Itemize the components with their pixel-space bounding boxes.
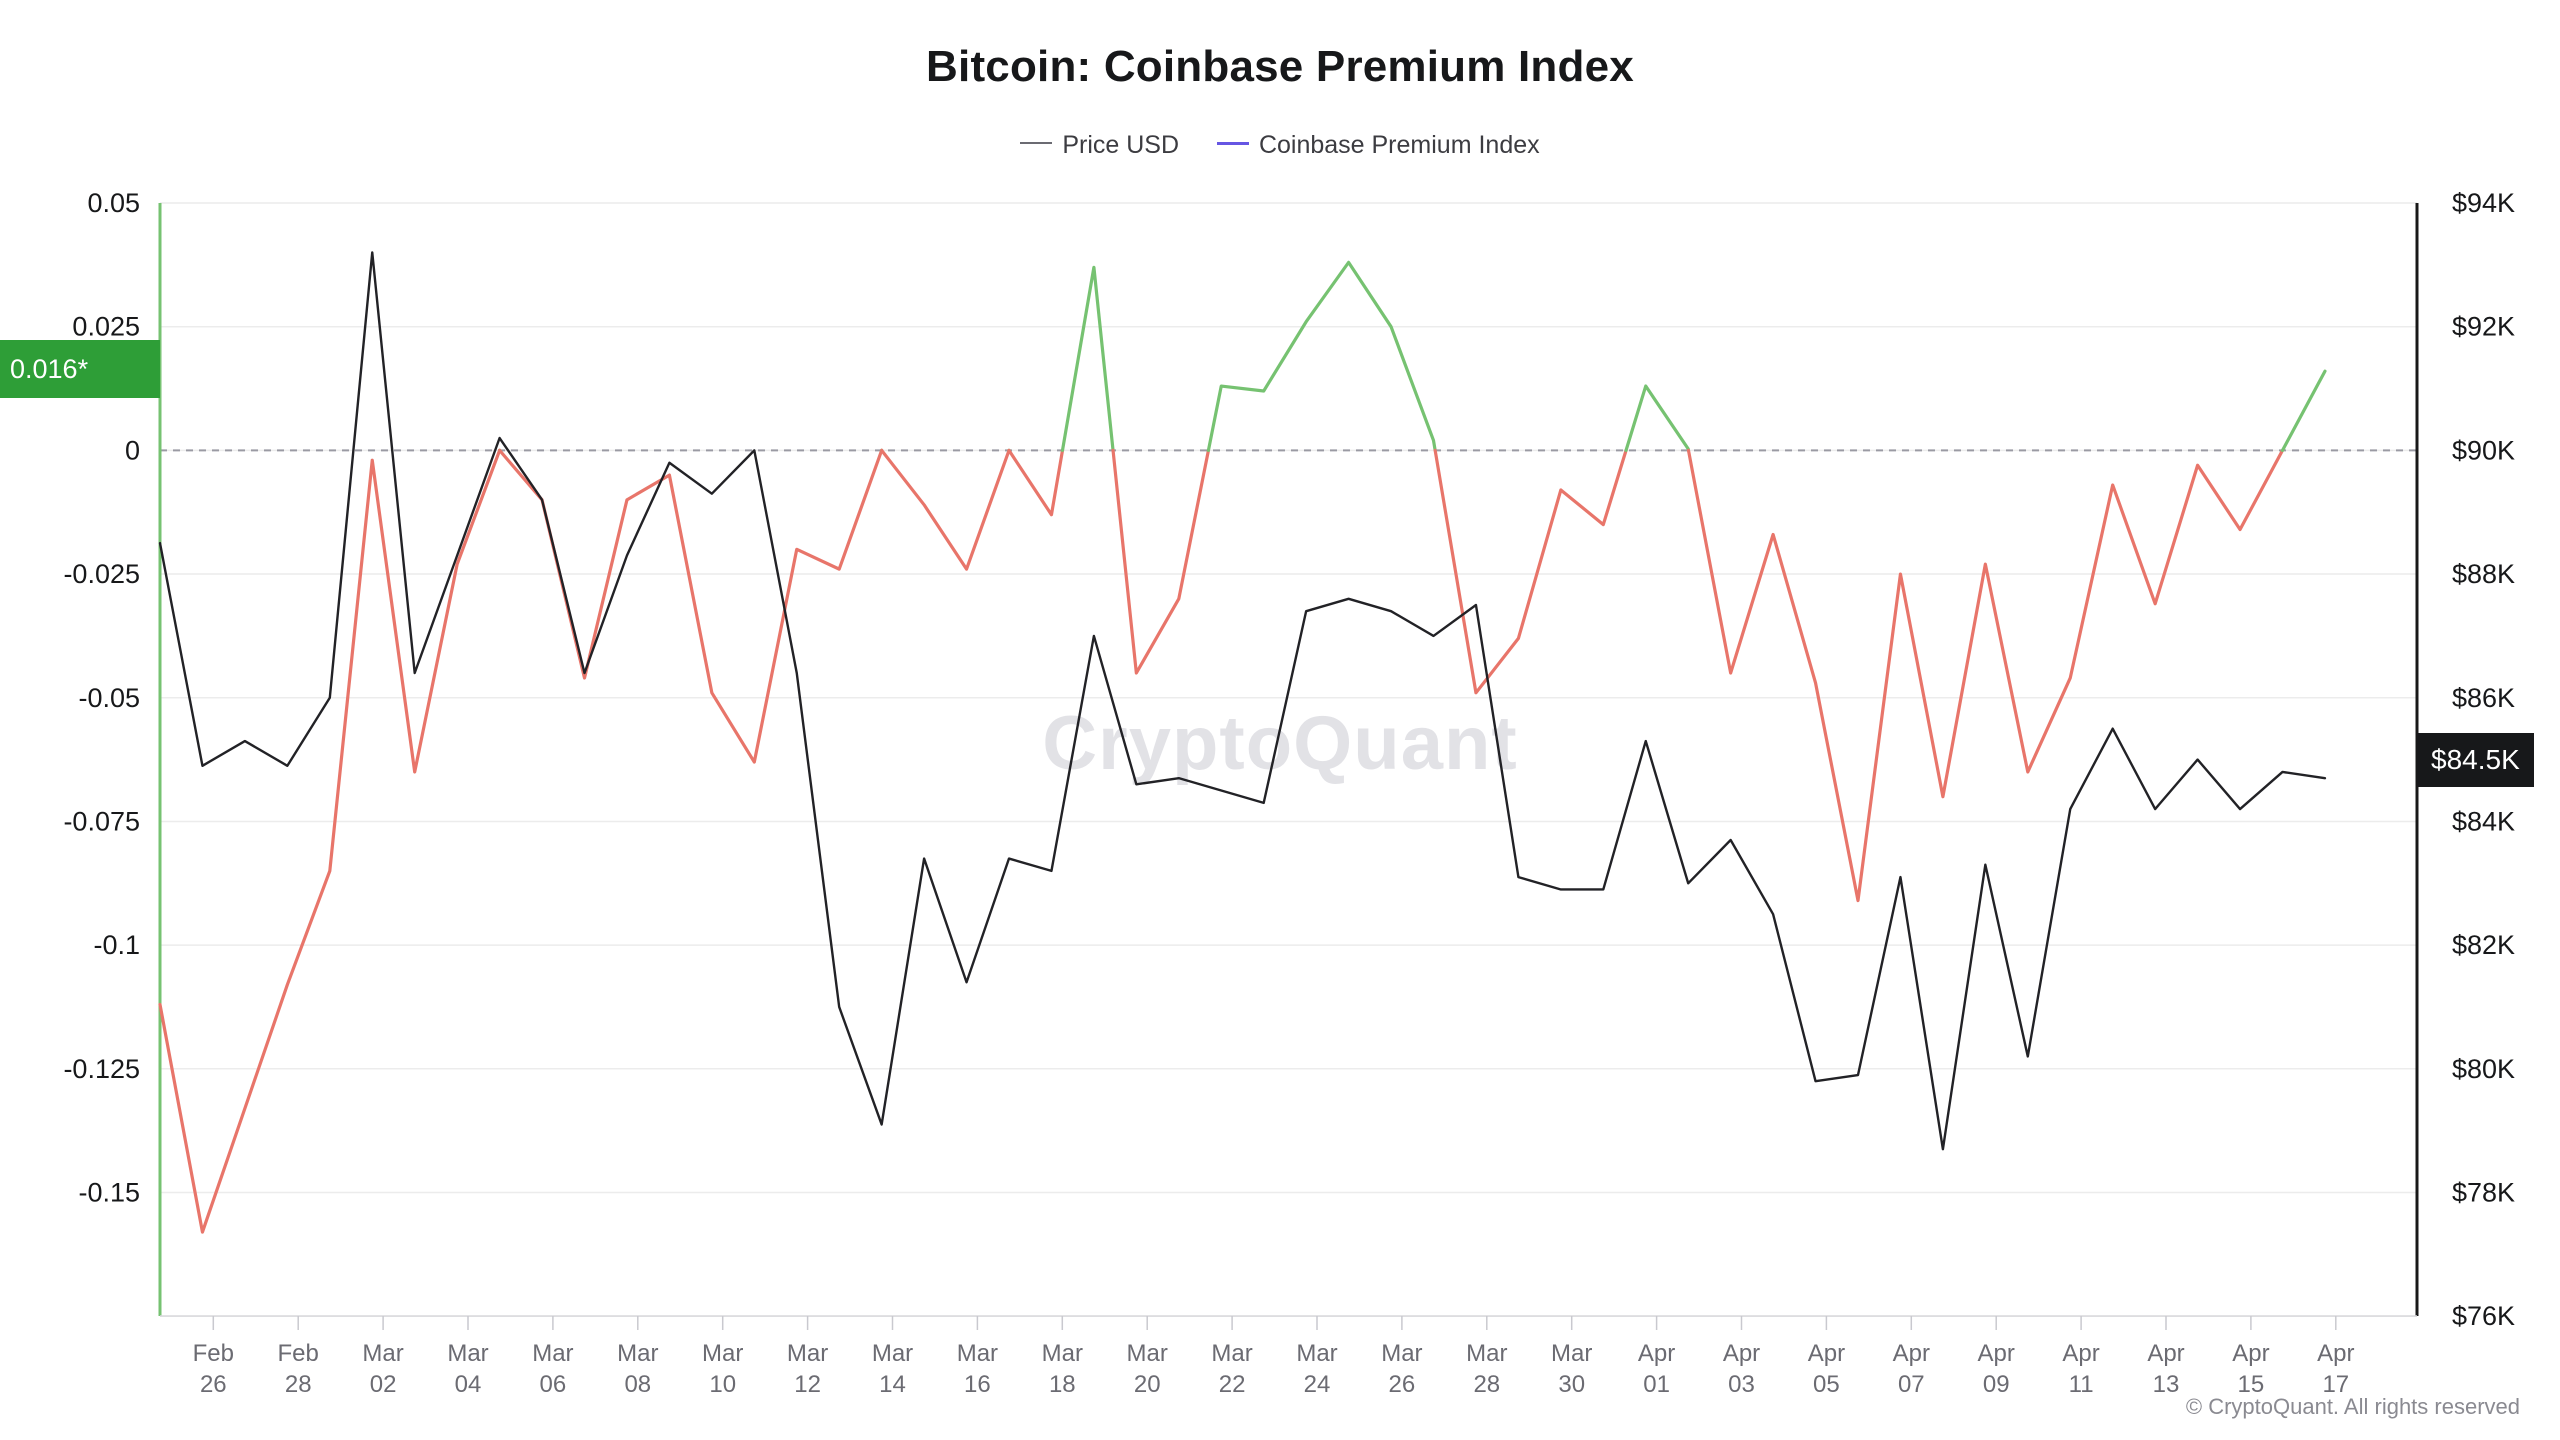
svg-text:$86K: $86K — [2452, 683, 2515, 713]
svg-text:0.025: 0.025 — [72, 312, 140, 342]
svg-text:07: 07 — [1898, 1371, 1925, 1398]
svg-text:Mar: Mar — [1381, 1340, 1422, 1367]
svg-text:12: 12 — [794, 1371, 821, 1398]
svg-text:Feb: Feb — [193, 1340, 234, 1367]
svg-text:Apr: Apr — [2232, 1340, 2269, 1367]
svg-text:01: 01 — [1643, 1371, 1670, 1398]
svg-text:-0.075: -0.075 — [63, 806, 140, 836]
svg-text:30: 30 — [1558, 1371, 1585, 1398]
svg-text:Mar: Mar — [532, 1340, 573, 1367]
svg-text:Mar: Mar — [872, 1340, 913, 1367]
svg-text:22: 22 — [1219, 1371, 1246, 1398]
svg-text:0: 0 — [125, 435, 140, 465]
svg-text:18: 18 — [1049, 1371, 1076, 1398]
svg-text:24: 24 — [1304, 1371, 1331, 1398]
svg-text:$76K: $76K — [2452, 1301, 2515, 1331]
svg-text:02: 02 — [370, 1371, 397, 1398]
svg-text:-0.1: -0.1 — [93, 930, 140, 960]
svg-text:Apr: Apr — [1723, 1340, 1760, 1367]
svg-text:$88K: $88K — [2452, 559, 2515, 589]
svg-text:Mar: Mar — [362, 1340, 403, 1367]
svg-text:Feb: Feb — [278, 1340, 319, 1367]
svg-text:04: 04 — [455, 1371, 482, 1398]
svg-text:Mar: Mar — [1551, 1340, 1592, 1367]
svg-text:-0.125: -0.125 — [63, 1054, 140, 1084]
svg-text:Apr: Apr — [2147, 1340, 2184, 1367]
svg-text:09: 09 — [1983, 1371, 2010, 1398]
svg-text:-0.05: -0.05 — [78, 683, 140, 713]
svg-text:-0.025: -0.025 — [63, 559, 140, 589]
svg-text:Mar: Mar — [957, 1340, 998, 1367]
svg-text:$90K: $90K — [2452, 435, 2515, 465]
svg-text:$94K: $94K — [2452, 188, 2515, 218]
svg-text:05: 05 — [1813, 1371, 1840, 1398]
svg-text:14: 14 — [879, 1371, 906, 1398]
svg-text:Mar: Mar — [617, 1340, 658, 1367]
svg-text:16: 16 — [964, 1371, 991, 1398]
svg-text:$78K: $78K — [2452, 1178, 2515, 1208]
svg-text:28: 28 — [285, 1371, 312, 1398]
svg-text:$84K: $84K — [2452, 806, 2515, 836]
svg-text:$92K: $92K — [2452, 312, 2515, 342]
svg-text:$82K: $82K — [2452, 930, 2515, 960]
svg-text:Apr: Apr — [1978, 1340, 2015, 1367]
svg-text:Mar: Mar — [787, 1340, 828, 1367]
svg-text:26: 26 — [1389, 1371, 1416, 1398]
svg-text:13: 13 — [2153, 1371, 2180, 1398]
svg-text:28: 28 — [1473, 1371, 1500, 1398]
svg-text:Mar: Mar — [1466, 1340, 1507, 1367]
svg-text:-0.15: -0.15 — [78, 1178, 140, 1208]
svg-text:$80K: $80K — [2452, 1054, 2515, 1084]
svg-text:Mar: Mar — [1211, 1340, 1252, 1367]
svg-text:Mar: Mar — [1296, 1340, 1337, 1367]
svg-text:06: 06 — [540, 1371, 567, 1398]
svg-text:10: 10 — [709, 1371, 736, 1398]
svg-text:Mar: Mar — [1042, 1340, 1083, 1367]
svg-text:Apr: Apr — [1638, 1340, 1675, 1367]
svg-text:Mar: Mar — [447, 1340, 488, 1367]
svg-text:Apr: Apr — [1893, 1340, 1930, 1367]
svg-text:Apr: Apr — [2062, 1340, 2099, 1367]
svg-text:20: 20 — [1134, 1371, 1161, 1398]
svg-text:08: 08 — [624, 1371, 651, 1398]
svg-text:0.05: 0.05 — [87, 188, 140, 218]
svg-text:Mar: Mar — [1127, 1340, 1168, 1367]
svg-text:Apr: Apr — [1808, 1340, 1845, 1367]
svg-text:Mar: Mar — [702, 1340, 743, 1367]
svg-text:11: 11 — [2069, 1371, 2094, 1398]
svg-text:26: 26 — [200, 1371, 227, 1398]
svg-text:03: 03 — [1728, 1371, 1755, 1398]
svg-text:Apr: Apr — [2317, 1340, 2354, 1367]
